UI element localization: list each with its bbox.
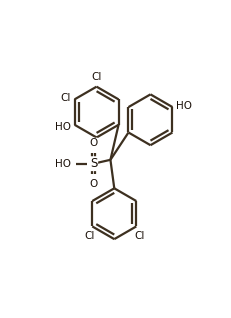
Text: HO: HO: [176, 100, 191, 111]
Text: Cl: Cl: [91, 72, 101, 82]
Text: Cl: Cl: [84, 231, 94, 241]
Text: Cl: Cl: [60, 93, 70, 103]
Text: O: O: [89, 138, 97, 148]
Text: O: O: [89, 179, 97, 189]
Text: S: S: [89, 157, 97, 170]
Text: HO: HO: [55, 159, 71, 169]
Text: HO: HO: [55, 122, 70, 132]
Text: Cl: Cl: [134, 231, 144, 241]
